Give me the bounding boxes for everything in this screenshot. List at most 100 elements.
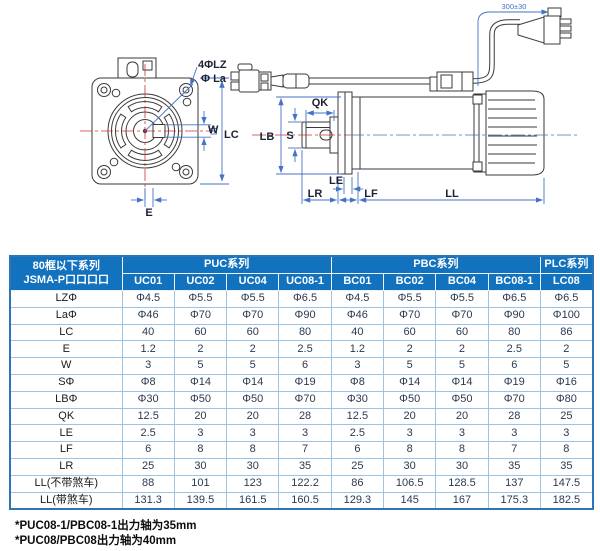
dimension-value-cell: 129.3 (330, 491, 385, 510)
corner-header-line2: JSMA-P口口口口 (23, 273, 110, 286)
spec-table-body: LZΦ Φ4.5 Φ5.5 Φ5.5 Φ6.5 Φ4.5 Φ5.5 Φ5.5 Φ6.5 Φ6.5 L… (9, 290, 594, 510)
dimension-value-cell: 28 (278, 407, 332, 426)
dimension-value-cell: 182.5 (539, 491, 594, 510)
dimension-value-cell: 3 (121, 357, 175, 375)
dimension-value-cell: 3 (383, 424, 437, 443)
dimension-value-cell: Φ16 (539, 373, 594, 392)
dimension-row-label: LE (9, 424, 123, 443)
table-row: LaΦ Φ46 Φ70 Φ70 Φ90 Φ46 Φ70 Φ70 Φ90 Φ100 (9, 306, 594, 325)
motor-side-view (230, 7, 572, 176)
dimension-value-cell: Φ70 (487, 390, 541, 409)
dimension-value-cell: Φ19 (487, 373, 541, 392)
dimension-value-cell: 2.5 (278, 340, 332, 359)
series-group-header: PUC系列 (121, 255, 332, 274)
label-lc: LC (224, 129, 239, 141)
model-column-header: UC08-1 (278, 273, 332, 291)
dimension-value-cell: 25 (121, 457, 175, 476)
dimension-value-cell: 6 (278, 357, 332, 375)
dimension-value-cell: 7 (487, 441, 541, 459)
dimension-value-cell: 25 (330, 457, 385, 476)
dimension-value-cell: Φ14 (173, 373, 228, 392)
dimension-value-cell: 86 (330, 474, 385, 493)
dimension-value-cell: 60 (173, 323, 228, 342)
table-row: LL(带煞车) 131.3 139.5 161.5 160.5 129.3 145 167 17… (9, 491, 594, 510)
dimension-value-cell: 2 (539, 340, 594, 359)
front-centerlines (80, 64, 214, 199)
dimension-value-cell: Φ50 (383, 390, 437, 409)
dimension-value-cell: 35 (278, 457, 332, 476)
dimension-value-cell: 3 (278, 424, 332, 443)
footnote-shaft-35mm: *PUC08-1/PBC08-1出力轴为35mm (15, 520, 197, 532)
dimension-value-cell: Φ90 (278, 306, 332, 325)
side-dimensions (276, 9, 549, 204)
dimension-row-label: LF (9, 441, 123, 459)
dimension-value-cell: 28 (487, 407, 541, 426)
dimension-value-cell: 139.5 (173, 491, 228, 510)
table-row: LE 2.5 3 3 3 2.5 3 3 3 3 (9, 424, 594, 443)
mounting-holes (97, 83, 193, 179)
dimension-value-cell: 145 (383, 491, 437, 510)
dimension-row-label: W (9, 357, 123, 375)
dimension-value-cell: 5 (539, 357, 594, 375)
label-le: LE (329, 175, 343, 187)
table-row: LR 25 30 30 35 25 30 30 35 35 (9, 457, 594, 476)
model-column-header: BC04 (435, 273, 489, 291)
dimension-value-cell: 3 (487, 424, 541, 443)
dimension-value-cell: 30 (173, 457, 228, 476)
dimension-value-cell: 8 (383, 441, 437, 459)
dimension-value-cell: 40 (330, 323, 385, 342)
table-row: E 1.2 2 2 2.5 1.2 2 2 2.5 2 (9, 340, 594, 359)
label-e: E (145, 207, 152, 219)
dimension-value-cell: Φ5.5 (383, 290, 437, 308)
dimension-value-cell: Φ50 (435, 390, 489, 409)
dimension-value-cell: 160.5 (278, 491, 332, 510)
dimension-value-cell: 86 (539, 323, 594, 342)
front-dimensions (131, 66, 229, 207)
dimension-value-cell: 88 (121, 474, 175, 493)
dimension-labels: 4ΦLZ Φ La W LC E QK LB S LE LR LF LL 300… (145, 2, 526, 219)
label-s: S (286, 130, 293, 142)
dimension-value-cell: 2 (435, 340, 489, 359)
dimension-row-label: SΦ (9, 373, 123, 392)
cable-connector (517, 7, 572, 45)
table-row: QK 12.5 20 20 28 12.5 20 20 28 25 (9, 407, 594, 426)
dimension-value-cell: Φ4.5 (121, 290, 175, 308)
dimension-value-cell: 80 (278, 323, 332, 342)
dimension-value-cell: 131.3 (121, 491, 175, 510)
header-row-groups: 80框以下系列 JSMA-P口口口口 PUC系列 PBC系列 PLC系列 (9, 255, 594, 291)
spec-table-header: 80框以下系列 JSMA-P口口口口 PUC系列 PBC系列 PLC系列 UC01 UC02… (9, 255, 594, 291)
dimension-value-cell: Φ90 (487, 306, 541, 325)
dimension-value-cell: 1.2 (121, 340, 175, 359)
table-row: LC 40 60 60 80 40 60 60 80 86 (9, 323, 594, 342)
dimension-value-cell: Φ6.5 (278, 290, 332, 308)
dimension-value-cell: Φ8 (121, 373, 175, 392)
dimension-value-cell: 3 (435, 424, 489, 443)
dimension-value-cell: Φ4.5 (330, 290, 385, 308)
corner-header-line1: 80框以下系列 (32, 259, 100, 272)
label-w: W (208, 124, 219, 136)
dimension-value-cell: Φ5.5 (226, 290, 280, 308)
dimension-value-cell: Φ70 (278, 390, 332, 409)
model-column-header: UC04 (226, 273, 280, 291)
dimension-value-cell: 12.5 (330, 407, 385, 426)
dimension-value-cell: 147.5 (539, 474, 594, 493)
dimension-value-cell: Φ46 (121, 306, 175, 325)
label-4philz: 4ΦLZ (198, 59, 227, 71)
encoder-housing (485, 90, 545, 176)
dimension-diagram: 4ΦLZ Φ La W LC E QK LB S LE LR LF LL 300… (80, 2, 580, 219)
model-column-header: BC08-1 (487, 273, 541, 291)
dimension-value-cell: 6 (330, 441, 385, 459)
dimension-value-cell: 20 (173, 407, 228, 426)
model-column-header: LC08 (539, 273, 594, 291)
dimension-value-cell: Φ70 (226, 306, 280, 325)
dimension-value-cell: 3 (539, 424, 594, 443)
dimension-value-cell: 5 (226, 357, 280, 375)
dimension-value-cell: 60 (435, 323, 489, 342)
dimension-value-cell: Φ46 (330, 306, 385, 325)
dimension-value-cell: 8 (226, 441, 280, 459)
dimension-row-label: LL(带煞车) (9, 491, 123, 510)
dimension-row-label: LL(不带煞车) (9, 474, 123, 493)
dimension-value-cell: Φ50 (173, 390, 228, 409)
dimension-row-label: QK (9, 407, 123, 426)
series-group-header: PLC系列 (539, 255, 594, 274)
